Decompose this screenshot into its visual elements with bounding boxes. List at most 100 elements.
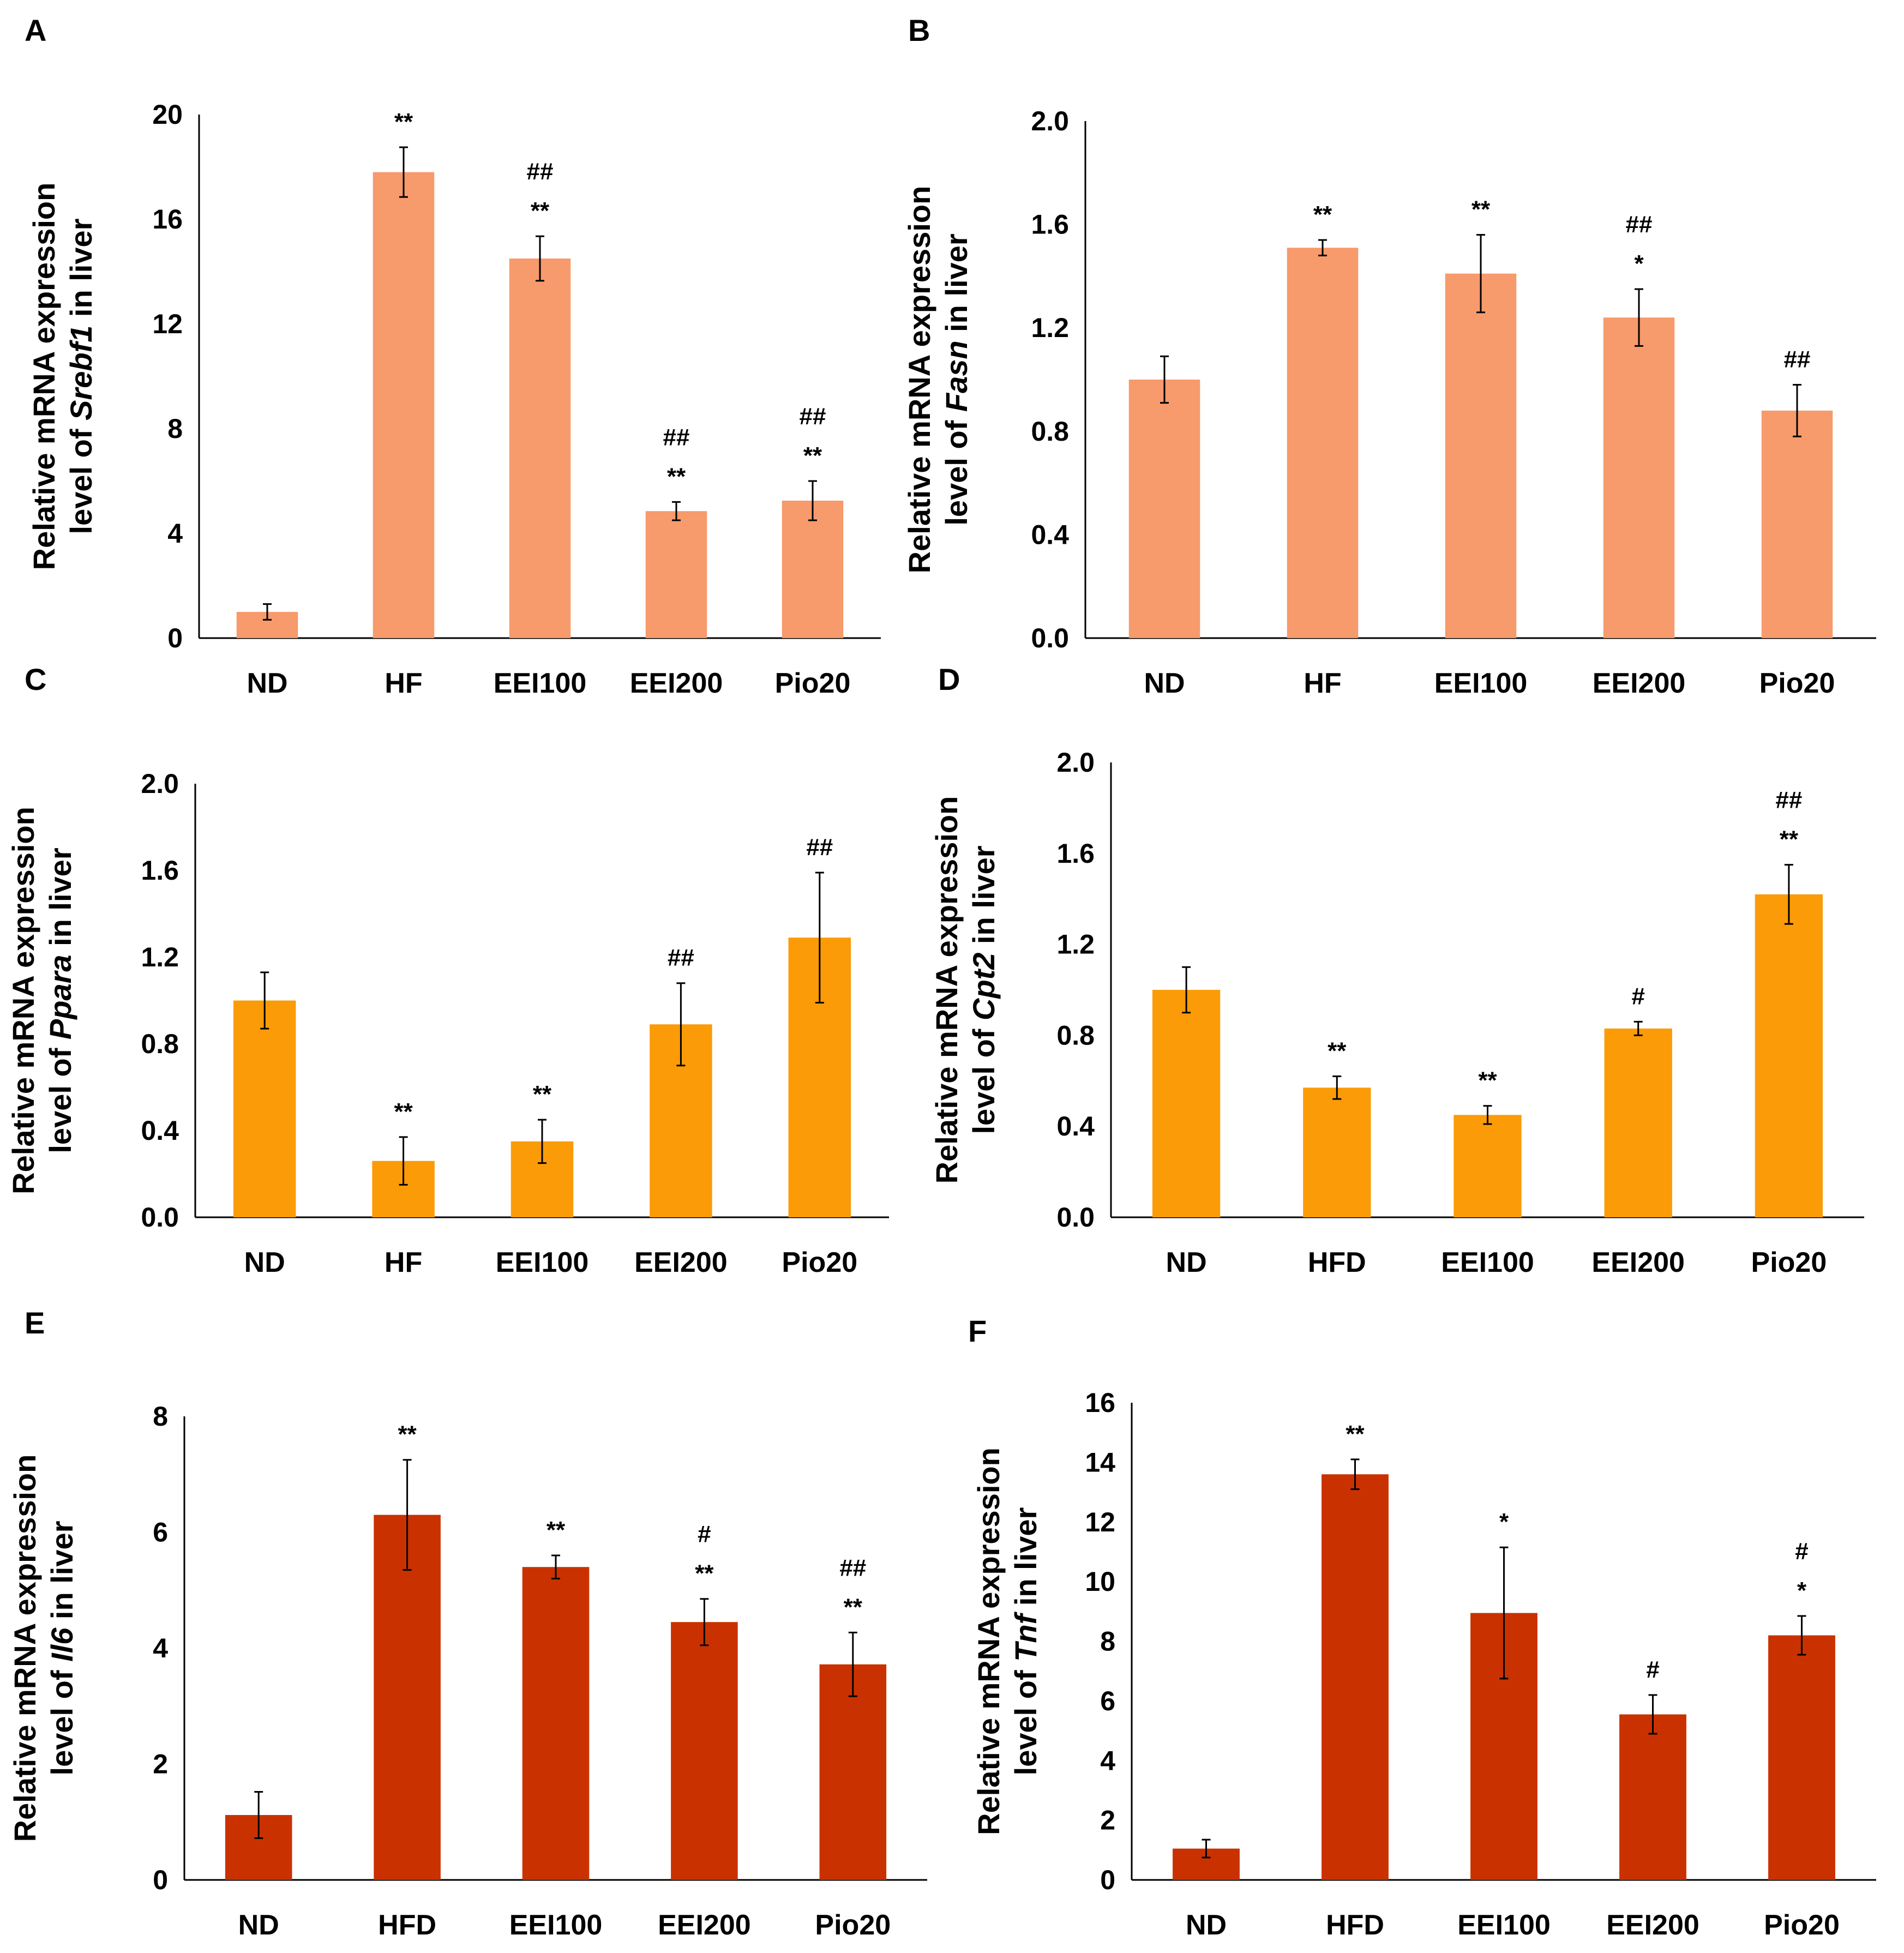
bar	[782, 501, 844, 638]
significance-marker: ##	[668, 945, 694, 971]
significance-marker: **	[803, 442, 822, 469]
significance-marker: #	[1795, 1538, 1808, 1565]
y-tick-label: 14	[1085, 1447, 1115, 1477]
significance-marker: ##	[1775, 787, 1802, 814]
gene-name: Tnf	[1008, 1611, 1043, 1661]
y-axis-label-text: Relative mRNA expression	[6, 807, 40, 1194]
y-tick-label: 8	[1100, 1626, 1115, 1657]
y-axis-label-text: in liver	[1008, 1507, 1043, 1614]
panel-label: C	[25, 662, 46, 696]
category-label: EEI200	[634, 1247, 728, 1278]
y-tick-label: 12	[152, 309, 183, 339]
bar	[1619, 1714, 1686, 1880]
error-bar	[815, 872, 824, 1003]
y-tick-label: 2.0	[1056, 747, 1095, 778]
bar	[522, 1567, 590, 1880]
y-axis-label-text: level of	[939, 412, 974, 526]
gene-name: Il6	[45, 1627, 79, 1662]
y-tick-label: 8	[167, 413, 183, 444]
y-axis-label: Relative mRNA expressionlevel of Cpt2 in…	[929, 796, 1001, 1184]
category-label: Pio20	[815, 1909, 891, 1941]
significance-marker: **	[531, 197, 550, 224]
y-axis-label-text: level of	[1008, 1662, 1043, 1776]
category-label: EEI200	[630, 668, 723, 699]
panel-label: D	[938, 662, 960, 696]
error-bar	[1797, 1615, 1806, 1656]
y-tick-label: 1.2	[1056, 929, 1095, 960]
y-tick-label: 0.8	[1056, 1020, 1095, 1050]
y-axis-label-text: in liver	[966, 845, 1001, 952]
category-label: HF	[385, 1247, 422, 1278]
category-label: ND	[244, 1247, 285, 1278]
y-tick-label: 2	[1100, 1805, 1115, 1836]
bar	[645, 511, 707, 638]
y-axis-label: Relative mRNA expressionlevel of Ppara i…	[6, 807, 77, 1194]
category-label: Pio20	[1764, 1909, 1840, 1941]
panel-e: E 0 2 4 6 8 ND ** HFD ** EEI100 # ** EEI200 ## ** Pio20 R…	[8, 1306, 927, 1941]
error-bar	[403, 1459, 412, 1571]
category-label: HFD	[378, 1909, 436, 1941]
significance-marker: **	[546, 1517, 566, 1543]
significance-marker: **	[394, 109, 413, 135]
category-label: EEI200	[658, 1909, 751, 1941]
category-label: HF	[1304, 668, 1341, 699]
category-label: ND	[1144, 668, 1185, 699]
y-axis-label-text: Relative mRNA expression	[971, 1447, 1006, 1835]
significance-marker: ##	[1784, 346, 1811, 372]
error-bar	[1793, 383, 1801, 437]
y-tick-label: 1.2	[1031, 313, 1069, 343]
panel-label: E	[25, 1306, 45, 1340]
significance-marker: **	[844, 1594, 863, 1620]
significance-marker: *	[1499, 1509, 1509, 1535]
error-bar	[672, 501, 681, 521]
y-tick-label: 4	[1100, 1745, 1115, 1776]
category-label: HFD	[1308, 1247, 1366, 1278]
y-tick-label: 0	[153, 1865, 168, 1895]
y-axis-label-text: in liver	[45, 1521, 79, 1628]
category-label: ND	[1166, 1247, 1207, 1278]
error-bar	[399, 146, 408, 198]
bar	[1152, 990, 1221, 1217]
significance-marker: **	[1780, 826, 1799, 853]
category-label: Pio20	[775, 668, 851, 699]
error-bar	[1499, 1546, 1509, 1680]
significance-marker: #	[1646, 1656, 1659, 1683]
category-label: EEI100	[509, 1909, 603, 1941]
bar	[509, 259, 571, 638]
error-bar	[1633, 1020, 1643, 1036]
category-label: EEI100	[494, 668, 587, 699]
y-axis-label-text: level of	[45, 1662, 79, 1776]
bar	[233, 1000, 296, 1217]
category-label: EEI100	[1441, 1247, 1534, 1278]
panel-f: F 0 2 4 6 8 10 12 14 16 ND ** HFD * EEI100 # EEI200 # * Pio…	[968, 1314, 1876, 1941]
bar	[1761, 410, 1833, 638]
bar	[1604, 1028, 1672, 1217]
panel-label: A	[25, 13, 46, 47]
significance-marker: ##	[800, 403, 826, 430]
significance-marker: **	[1478, 1067, 1497, 1094]
bar	[1322, 1474, 1389, 1880]
error-bar	[399, 1136, 408, 1186]
y-tick-label: 0	[1100, 1865, 1115, 1895]
significance-marker: *	[1634, 250, 1644, 277]
significance-marker: ##	[663, 424, 690, 450]
y-tick-label: 1.6	[141, 855, 179, 886]
error-bar	[260, 971, 269, 1030]
category-label: HFD	[1326, 1909, 1384, 1941]
error-bar	[1476, 234, 1485, 314]
significance-marker: **	[695, 1560, 714, 1587]
error-bar	[538, 1119, 546, 1164]
error-bar	[1202, 1838, 1211, 1859]
y-tick-label: 6	[1100, 1686, 1115, 1716]
y-tick-label: 2.0	[141, 768, 179, 799]
bar	[1768, 1635, 1835, 1880]
bar	[1755, 894, 1823, 1217]
significance-marker: **	[1313, 201, 1332, 228]
error-bar	[676, 982, 686, 1067]
significance-marker: #	[1631, 983, 1644, 1009]
y-axis-label: Relative mRNA expressionlevel of Il6 in …	[8, 1455, 79, 1842]
y-tick-label: 16	[152, 204, 183, 235]
y-axis-label-text: level of	[64, 420, 98, 534]
y-axis-label-text: Relative mRNA expression	[902, 186, 936, 574]
significance-marker: ##	[839, 1554, 866, 1581]
